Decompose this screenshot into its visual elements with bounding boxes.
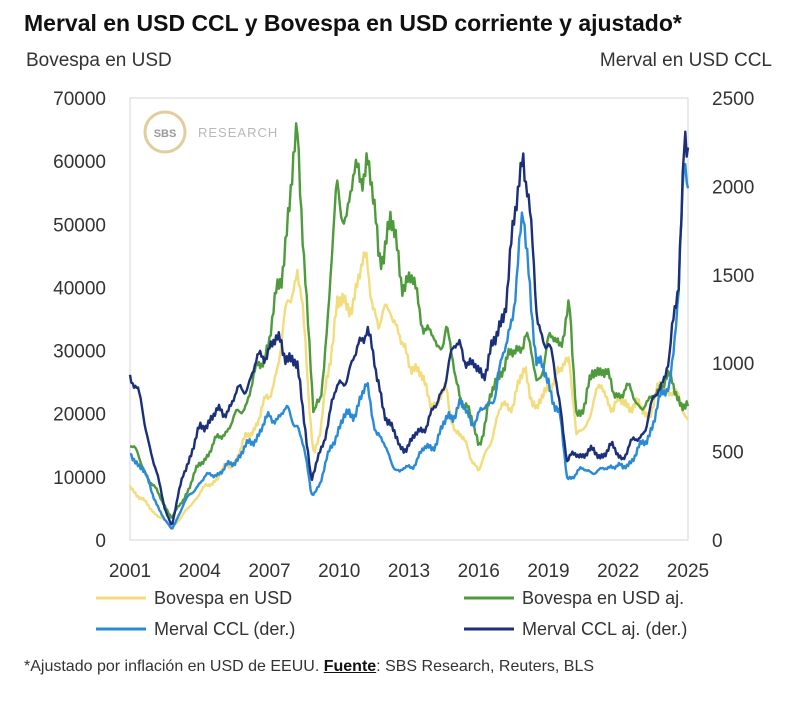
x-tick-label: 2007 xyxy=(248,561,290,582)
chart-title: Merval en USD CCL y Bovespa en USD corri… xyxy=(24,10,682,36)
series-line-bovespa-en-usd-aj xyxy=(129,122,690,519)
series-line-merval-ccl-der xyxy=(129,162,690,530)
left-axis-title: Bovespa en USD xyxy=(26,50,172,71)
y-right-tick-label: 1000 xyxy=(712,354,754,375)
series-layer xyxy=(128,122,690,530)
plot-frame xyxy=(129,97,689,541)
y-left-tick-label: 10000 xyxy=(53,468,106,489)
y-left-tick-label: 60000 xyxy=(53,152,106,173)
series-line-merval-ccl-aj-der xyxy=(128,130,690,526)
x-tick-label: 2016 xyxy=(458,561,500,582)
series-line-bovespa-en-usd xyxy=(128,251,690,529)
y-left-tick-label: 70000 xyxy=(53,89,106,110)
y-right-tick-label: 2500 xyxy=(712,89,754,110)
y-right-tick-label: 0 xyxy=(712,531,723,552)
x-tick-label: 2025 xyxy=(667,561,709,582)
left-axis-ticks: 0 10000 20000 30000 40000 50000 60000 70000 xyxy=(53,89,106,552)
x-tick-label: 2004 xyxy=(179,561,222,582)
legend-label: Merval CCL aj. (der.) xyxy=(522,619,687,639)
footnote-suffix: : SBS Research, Reuters, BLS xyxy=(376,658,595,675)
right-axis-ticks: 0 500 1000 1500 2000 2500 xyxy=(712,89,754,552)
y-right-tick-label: 500 xyxy=(712,443,744,464)
y-right-tick-label: 2000 xyxy=(712,177,754,198)
y-right-tick-label: 1500 xyxy=(712,266,754,287)
right-axis-title: Merval en USD CCL xyxy=(599,50,772,71)
x-tick-label: 2001 xyxy=(109,561,151,582)
sbs-research-watermark: SBS RESEARCH xyxy=(143,110,278,154)
y-left-tick-label: 20000 xyxy=(53,405,106,426)
footnote-prefix: *Ajustado por inflación en USD de EEUU. xyxy=(24,658,324,675)
legend-label: Merval CCL (der.) xyxy=(154,619,295,639)
sbs-logo-icon xyxy=(143,110,187,154)
footnote: *Ajustado por inflación en USD de EEUU. … xyxy=(24,658,594,676)
x-axis-ticks: 2001 2004 2007 2010 2013 2016 2019 2022 2025 xyxy=(109,561,709,582)
legend-label: Bovespa en USD xyxy=(154,588,292,608)
y-left-tick-label: 50000 xyxy=(53,215,106,236)
legend: Bovespa en USD Bovespa en USD aj. Merval C… xyxy=(96,588,687,639)
legend-label: Bovespa en USD aj. xyxy=(522,588,684,608)
watermark-logo-text: SBS xyxy=(154,128,177,140)
watermark-text: RESEARCH xyxy=(198,125,278,140)
x-tick-label: 2013 xyxy=(388,561,430,582)
y-left-tick-label: 0 xyxy=(95,531,106,552)
x-tick-label: 2022 xyxy=(597,561,639,582)
x-tick-label: 2010 xyxy=(318,561,360,582)
x-tick-label: 2019 xyxy=(527,561,569,582)
y-left-tick-label: 40000 xyxy=(53,278,106,299)
y-left-tick-label: 30000 xyxy=(53,342,106,363)
footnote-source-label: Fuente xyxy=(323,658,377,675)
